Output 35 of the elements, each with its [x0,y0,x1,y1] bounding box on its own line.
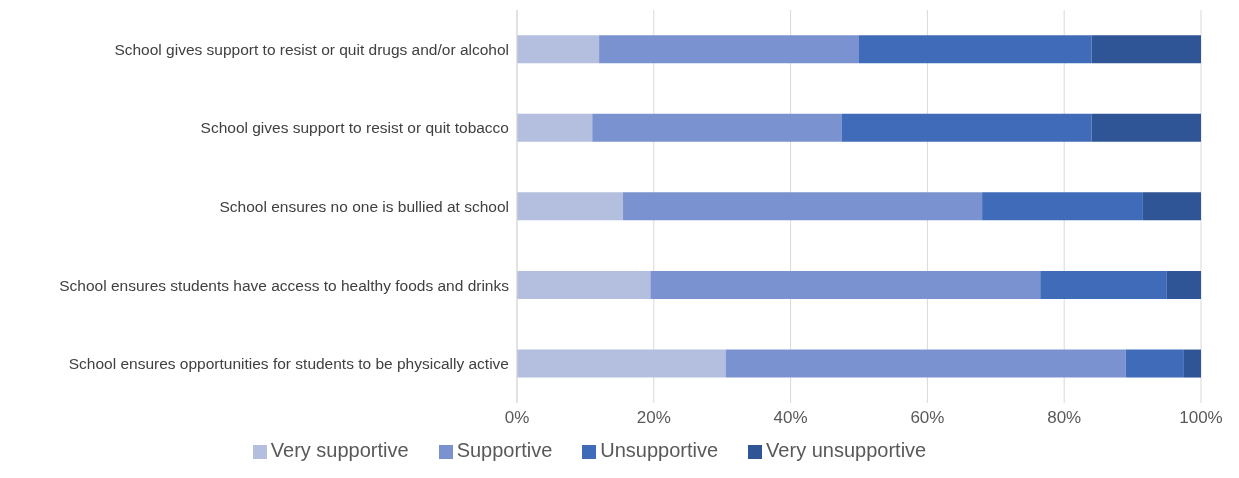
bar [650,270,1041,299]
x-tick-label: 20% [636,408,671,428]
legend-label: Unsupportive [600,439,719,461]
bar [1166,270,1201,299]
x-tick-label: 0% [504,408,530,428]
bar [1142,192,1201,221]
bar [725,349,1126,378]
x-tick-label: 60% [910,408,945,428]
bar [517,113,593,142]
bar [859,35,1092,64]
legend-label: Very unsupportive [766,439,927,461]
bar [517,192,624,221]
x-tick-label: 80% [1047,408,1082,428]
y-tick-label: School gives support to resist or quit tobacco [200,119,509,137]
y-tick-label: School ensures opportunities for students to be physically active [68,355,509,373]
y-tick-label: School gives support to resist or quit drugs and/or alcohol [114,40,509,58]
y-tick-label: School ensures no one is bullied at school [219,198,509,215]
bar [982,192,1143,221]
bar [592,113,842,142]
bar [1183,349,1201,378]
bar [623,192,983,221]
bar [1091,35,1201,64]
x-tick-label: 40% [773,408,808,428]
bar [1040,270,1167,299]
bar [599,35,859,64]
legend-label: Supportive [456,439,553,461]
bar [517,35,600,64]
bar [841,113,1092,142]
bar [1125,349,1184,378]
x-tick-label: 100% [1179,408,1223,428]
bar [517,349,726,378]
bar [517,270,651,299]
legend-label: Very supportive [270,439,409,461]
bar [1091,113,1201,142]
y-tick-label: School ensures students have access to healthy foods and drinks [59,276,510,294]
